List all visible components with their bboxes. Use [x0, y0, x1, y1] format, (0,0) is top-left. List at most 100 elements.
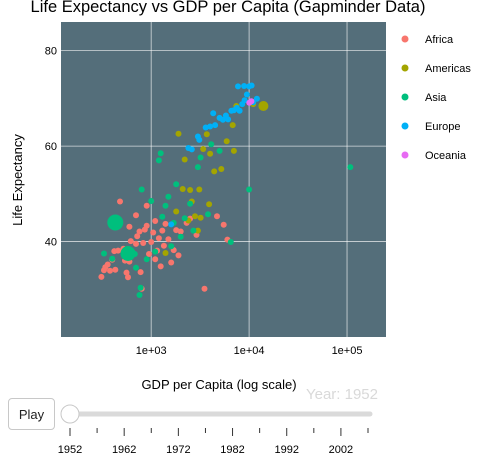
data-point-asia[interactable] [120, 246, 136, 261]
data-point-asia[interactable] [162, 202, 169, 209]
data-point-asia[interactable] [107, 214, 124, 231]
data-point-asia[interactable] [157, 150, 164, 157]
data-point-asia[interactable] [165, 193, 172, 200]
data-point-asia[interactable] [137, 284, 144, 291]
data-point-americas[interactable] [175, 130, 182, 137]
data-point-africa[interactable] [143, 222, 150, 229]
data-point-africa[interactable] [133, 240, 139, 247]
data-point-americas[interactable] [211, 168, 218, 175]
data-point-asia[interactable] [347, 164, 354, 171]
data-point-americas[interactable] [229, 122, 236, 129]
data-point-africa[interactable] [134, 233, 141, 240]
data-point-asia[interactable] [109, 255, 116, 262]
data-point-africa[interactable] [125, 274, 131, 281]
data-point-africa[interactable] [214, 213, 220, 220]
data-point-asia[interactable] [152, 248, 159, 255]
slider-handle[interactable] [60, 404, 80, 424]
data-point-africa[interactable] [133, 212, 139, 219]
data-point-europe[interactable] [194, 133, 201, 140]
data-point-americas[interactable] [181, 156, 188, 163]
data-point-asia[interactable] [133, 264, 139, 271]
data-point-africa[interactable] [155, 235, 162, 242]
data-point-africa[interactable] [117, 198, 123, 205]
data-point-europe[interactable] [210, 110, 217, 117]
data-point-africa[interactable] [152, 218, 159, 224]
data-point-americas[interactable] [197, 214, 204, 221]
data-point-americas[interactable] [203, 131, 210, 138]
data-point-europe[interactable] [248, 82, 255, 89]
data-point-asia[interactable] [205, 211, 211, 218]
data-point-americas[interactable] [200, 146, 207, 152]
data-point-africa[interactable] [148, 239, 155, 245]
data-point-americas[interactable] [230, 147, 237, 154]
data-point-americas[interactable] [162, 250, 169, 256]
data-point-americas[interactable] [196, 186, 203, 193]
data-point-americas[interactable] [218, 166, 225, 172]
data-point-europe[interactable] [188, 146, 195, 153]
data-point-asia[interactable] [177, 233, 184, 240]
data-point-africa[interactable] [136, 228, 143, 235]
data-point-africa[interactable] [220, 221, 227, 228]
data-point-americas[interactable] [187, 187, 194, 193]
data-point-africa[interactable] [137, 269, 144, 276]
data-point-africa[interactable] [143, 202, 150, 209]
data-point-oceania[interactable] [248, 98, 255, 105]
data-point-europe[interactable] [219, 116, 226, 123]
data-point-africa[interactable] [162, 220, 169, 227]
data-point-africa[interactable] [146, 251, 152, 257]
data-point-africa[interactable] [98, 273, 105, 280]
data-point-europe[interactable] [253, 95, 260, 102]
data-point-asia[interactable] [136, 292, 143, 298]
data-point-africa[interactable] [127, 238, 134, 245]
data-point-americas[interactable] [207, 150, 214, 157]
data-point-asia[interactable] [187, 200, 194, 207]
data-point-africa[interactable] [152, 256, 159, 263]
data-point-asia[interactable] [159, 213, 166, 220]
data-point-asia[interactable] [143, 256, 150, 263]
data-point-africa[interactable] [173, 227, 180, 234]
data-point-americas[interactable] [194, 227, 201, 234]
data-point-asia[interactable] [197, 154, 204, 161]
data-point-americas[interactable] [258, 101, 269, 111]
data-point-asia[interactable] [181, 215, 188, 222]
data-point-europe[interactable] [241, 83, 248, 89]
data-point-asia[interactable] [227, 239, 234, 245]
data-point-africa[interactable] [159, 227, 166, 234]
data-point-africa[interactable] [112, 266, 119, 273]
data-point-americas[interactable] [179, 186, 186, 192]
data-point-americas[interactable] [223, 138, 230, 145]
data-point-asia[interactable] [194, 164, 201, 171]
data-point-africa[interactable] [177, 228, 184, 235]
data-point-europe[interactable] [235, 83, 241, 90]
data-point-africa[interactable] [107, 267, 113, 274]
data-point-asia[interactable] [168, 243, 175, 250]
data-point-asia[interactable] [173, 181, 180, 188]
data-point-africa[interactable] [201, 285, 208, 292]
data-point-asia[interactable] [155, 157, 162, 164]
data-point-europe[interactable] [236, 107, 243, 114]
data-point-europe[interactable] [243, 91, 250, 98]
data-point-europe[interactable] [212, 122, 219, 129]
data-point-africa[interactable] [165, 236, 172, 243]
data-point-americas[interactable] [192, 213, 198, 220]
data-point-asia[interactable] [190, 227, 197, 234]
data-point-asia[interactable] [101, 250, 107, 257]
data-point-africa[interactable] [160, 242, 167, 249]
data-point-asia[interactable] [148, 198, 155, 204]
data-point-asia[interactable] [246, 186, 253, 193]
data-point-europe[interactable] [241, 97, 248, 104]
data-point-americas[interactable] [206, 201, 213, 208]
data-point-asia[interactable] [138, 186, 145, 193]
play-button[interactable]: Play [8, 398, 55, 430]
data-point-africa[interactable] [175, 252, 182, 259]
data-point-africa[interactable] [123, 269, 130, 276]
data-point-americas[interactable] [173, 208, 180, 215]
data-point-africa[interactable] [157, 263, 164, 270]
data-point-africa[interactable] [168, 259, 175, 266]
data-point-africa[interactable] [126, 223, 133, 230]
data-point-africa[interactable] [150, 229, 157, 236]
data-point-europe[interactable] [207, 123, 214, 130]
data-point-asia[interactable] [208, 141, 215, 148]
data-point-africa[interactable] [104, 261, 111, 268]
data-point-africa[interactable] [140, 240, 147, 246]
